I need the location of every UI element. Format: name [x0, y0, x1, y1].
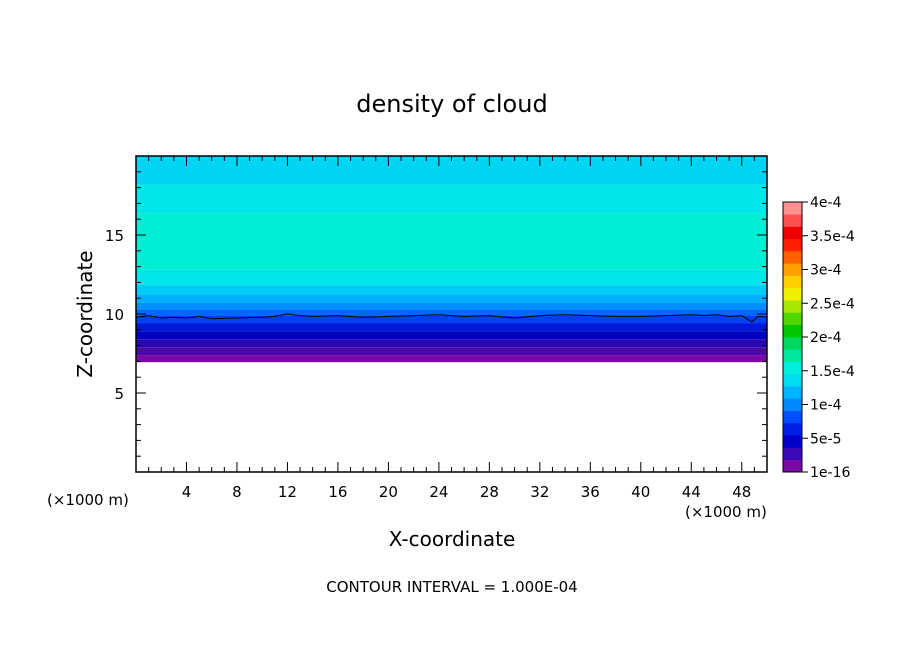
contour-band-3 [136, 269, 767, 286]
colorbar-swatch [783, 275, 802, 289]
x-tick-label: 16 [328, 483, 347, 501]
colorbar-swatch [783, 263, 802, 276]
x-tick-label: 24 [429, 483, 448, 501]
colorbar-swatch [783, 251, 802, 264]
y-axis-label: Z-coordinate [73, 250, 97, 377]
colorbar-swatch [783, 324, 802, 338]
colorbar-label: 5e-5 [810, 431, 841, 447]
x-tick-label: 44 [682, 483, 701, 501]
y-tick-label: 5 [114, 385, 124, 403]
colorbar-swatch [783, 300, 802, 313]
contour-band-9 [136, 323, 767, 332]
contour-band-4 [136, 285, 767, 296]
x-tick-label: 48 [732, 483, 751, 501]
y-tick-label: 15 [105, 227, 124, 245]
x-tick-label: 8 [232, 483, 242, 501]
x-tick-label: 36 [581, 483, 600, 501]
contour-band-1 [136, 184, 767, 213]
colorbar-swatch [783, 238, 802, 252]
colorbar-label: 3e-4 [810, 263, 842, 279]
colorbar-label: 2.5e-4 [810, 296, 855, 312]
contour-band-12 [136, 347, 767, 356]
colorbar-swatch [783, 287, 802, 301]
x-tick-label: 28 [480, 483, 499, 501]
colorbar-swatch [783, 373, 802, 387]
colorbar-label: 2e-4 [810, 330, 842, 346]
colorbar-swatch [783, 312, 802, 326]
x-axis-label: X-coordinate [389, 527, 516, 551]
contour-band-11 [136, 339, 767, 348]
colorbar-swatch [783, 361, 802, 375]
x-tick-label: 32 [530, 483, 549, 501]
colorbar-swatch [783, 386, 802, 399]
colorbar: 4e-4 3.5e-4 3e-4 2.5e-4 2e-4 1.5e-4 1e-4 5e-5 1e… [782, 195, 855, 481]
x-unit-right: (×1000 m) [685, 503, 767, 521]
colorbar-swatch [783, 202, 802, 215]
contour-band-13 [136, 355, 767, 363]
colorbar-label: 1e-16 [810, 465, 850, 481]
colorbar-label: 1.5e-4 [810, 364, 855, 380]
contour-band-2 [136, 212, 767, 270]
colorbar-label: 3.5e-4 [810, 229, 855, 245]
colorbar-swatch [783, 422, 802, 436]
colorbar-swatch [783, 447, 802, 461]
x-unit-left: (×1000 m) [47, 491, 129, 509]
contour-band-5 [136, 295, 767, 303]
colorbar-swatch [783, 349, 802, 362]
contour-band-8 [136, 315, 767, 324]
chart-title: density of cloud [356, 90, 547, 118]
contour-band-10 [136, 331, 767, 340]
colorbar-swatch [783, 459, 802, 473]
colorbar-swatch [783, 398, 802, 411]
contour-line [136, 313, 767, 323]
colorbar-swatch [783, 214, 802, 227]
colorbar-swatch [783, 435, 802, 448]
contour-band-6 [136, 302, 767, 310]
colorbar-label: 4e-4 [810, 195, 842, 211]
x-tick-label: 12 [278, 483, 297, 501]
x-tick-label: 4 [182, 483, 192, 501]
contour-interval-note: CONTOUR INTERVAL = 1.000E-04 [326, 578, 577, 596]
y-tick-label: 10 [105, 306, 124, 324]
colorbar-label: 1e-4 [810, 398, 842, 414]
colorbar-swatch [783, 337, 802, 350]
contour-band-7 [136, 309, 767, 316]
x-tick-label: 40 [631, 483, 650, 501]
x-tick-label: 20 [379, 483, 398, 501]
colorbar-swatch [783, 226, 802, 240]
colorbar-swatch [783, 410, 802, 424]
